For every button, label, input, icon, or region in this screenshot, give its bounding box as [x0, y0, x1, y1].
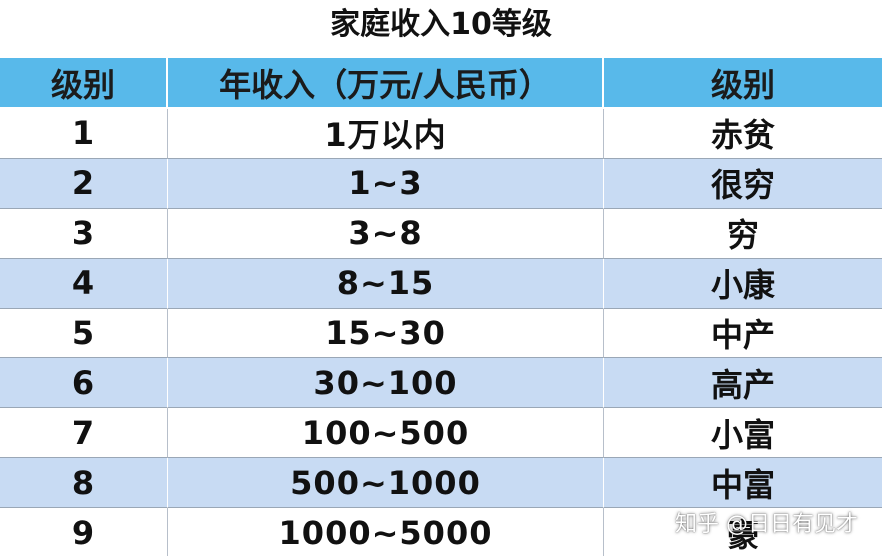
table-cell-level: 7: [0, 408, 168, 459]
table-cell-income: 1万以内: [168, 109, 604, 159]
table-cell-class: 高产: [604, 358, 882, 409]
table-cell-class: 中富: [604, 458, 882, 509]
table-title: 家庭收入10等级: [330, 7, 552, 42]
table-cell-income: 1000~5000: [168, 508, 604, 556]
table-cell-income: 100~500: [168, 408, 604, 459]
table-cell-level: 6: [0, 358, 168, 409]
table-cell-level: 3: [0, 208, 168, 259]
table-cell-income: 3~8: [168, 208, 604, 259]
table-cell-income: 15~30: [168, 308, 604, 359]
table-cell-class: 豪: [604, 508, 882, 556]
table-cell-level: 8: [0, 458, 168, 509]
table-cell-income: 8~15: [168, 258, 604, 309]
table-cell-level: 1: [0, 109, 168, 159]
header-cell-level: 级别: [0, 58, 168, 109]
table-cell-class: 小富: [604, 408, 882, 459]
table-cell-income: 500~1000: [168, 458, 604, 509]
table-cell-level: 2: [0, 158, 168, 209]
table-cell-class: 赤贫: [604, 109, 882, 159]
header-cell-class: 级别: [604, 58, 882, 109]
table-cell-class: 小康: [604, 258, 882, 309]
table-cell-income: 1~3: [168, 158, 604, 209]
income-levels-table: 级别 年收入（万元/人民币） 级别 1 1万以内 赤贫 2 1~3 很穷 3 3…: [0, 56, 882, 556]
table-cell-level: 9: [0, 508, 168, 556]
table-cell-level: 4: [0, 258, 168, 309]
header-cell-annual-income: 年收入（万元/人民币）: [168, 58, 604, 109]
table-cell-class: 中产: [604, 308, 882, 359]
table-cell-income: 30~100: [168, 358, 604, 409]
table-cell-class: 穷: [604, 208, 882, 259]
table-cell-class: 很穷: [604, 158, 882, 209]
table-cell-level: 5: [0, 308, 168, 359]
